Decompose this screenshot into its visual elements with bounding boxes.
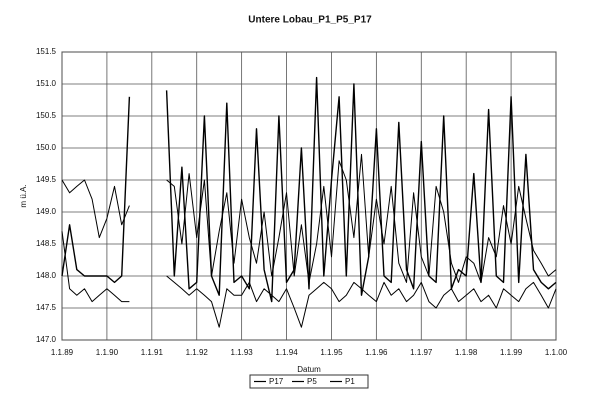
y-tick-label: 148.5: [36, 239, 57, 248]
series-line: [61, 231, 557, 328]
x-tick-label: 1.1.94: [275, 348, 298, 357]
x-tick-label: 1.1.92: [186, 348, 209, 357]
y-tick-label: 151.0: [36, 79, 57, 88]
y-tick-label: 148.0: [36, 271, 57, 280]
y-tick-label: 149.0: [36, 207, 57, 216]
legend-label: P5: [307, 377, 317, 386]
y-tick-label: 150.5: [36, 111, 57, 120]
y-tick-label: 151.5: [36, 47, 57, 56]
series-line: [61, 76, 557, 303]
legend-box: [249, 374, 369, 389]
x-tick-label: 1.1.91: [141, 348, 164, 357]
x-tick-label: 1.1.89: [51, 348, 74, 357]
x-tick-label: 1.1.00: [545, 348, 568, 357]
legend-label: P17: [269, 377, 284, 386]
x-tick-label: 1.1.99: [500, 348, 523, 357]
x-axis-label: Datum: [297, 365, 321, 374]
x-tick-label: 1.1.95: [320, 348, 343, 357]
x-tick-label: 1.1.98: [455, 348, 478, 357]
y-tick-label: 150.0: [36, 143, 57, 152]
y-tick-label: 147.5: [36, 303, 57, 312]
x-tick-label: 1.1.96: [365, 348, 388, 357]
y-tick-label: 147.0: [36, 335, 57, 344]
chart-title: Untere Lobau_P1_P5_P17: [248, 15, 372, 26]
x-tick-label: 1.1.97: [410, 348, 433, 357]
y-tick-label: 149.5: [36, 175, 57, 184]
x-tick-label: 1.1.93: [231, 348, 254, 357]
legend-label: P1: [345, 377, 355, 386]
y-axis-label: m ü.A.: [19, 184, 28, 207]
x-tick-label: 1.1.90: [96, 348, 119, 357]
